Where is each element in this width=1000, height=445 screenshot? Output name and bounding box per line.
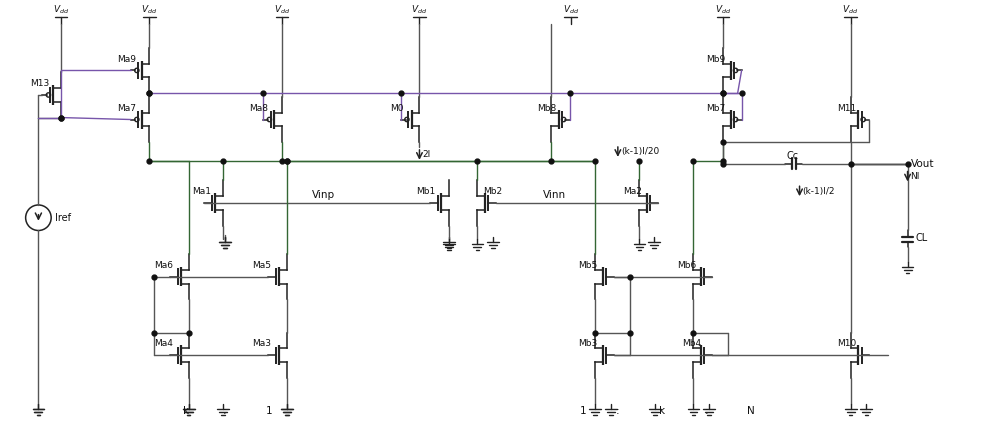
Text: $V_{dd}$: $V_{dd}$	[274, 4, 290, 16]
Text: Mb3: Mb3	[579, 340, 598, 348]
Text: 2I: 2I	[422, 150, 431, 159]
Text: $V_{dd}$: $V_{dd}$	[842, 4, 859, 16]
Text: N: N	[747, 406, 754, 416]
Text: Ma5: Ma5	[253, 261, 272, 270]
Text: M13: M13	[31, 79, 50, 88]
Text: Ma6: Ma6	[154, 261, 173, 270]
Text: M10: M10	[837, 340, 856, 348]
Text: CL: CL	[915, 233, 928, 243]
Text: Ma7: Ma7	[117, 104, 136, 113]
Text: NI: NI	[911, 172, 920, 181]
Text: Ma2: Ma2	[623, 187, 642, 196]
Text: Ma4: Ma4	[154, 340, 173, 348]
Text: M0: M0	[390, 104, 404, 113]
Text: 1: 1	[266, 406, 273, 416]
Text: :: :	[223, 406, 227, 416]
Text: Mb5: Mb5	[579, 261, 598, 270]
Text: k: k	[183, 406, 189, 416]
Text: Ma3: Ma3	[253, 340, 272, 348]
Text: (k-1)I/2: (k-1)I/2	[802, 187, 835, 196]
Text: :: :	[704, 406, 708, 416]
Text: Mb9: Mb9	[706, 55, 725, 64]
Text: Ma9: Ma9	[117, 55, 136, 64]
Text: Vinn: Vinn	[542, 190, 566, 200]
Text: M11: M11	[837, 104, 856, 113]
Text: Mb8: Mb8	[537, 104, 557, 113]
Text: Mb2: Mb2	[483, 187, 502, 196]
Text: Vinp: Vinp	[312, 190, 335, 200]
Text: Mb7: Mb7	[706, 104, 725, 113]
Text: Vout: Vout	[911, 159, 934, 169]
Text: Mb1: Mb1	[417, 187, 436, 196]
Text: (k-1)I/20: (k-1)I/20	[621, 147, 659, 157]
Text: Mb6: Mb6	[677, 261, 696, 270]
Text: Cc: Cc	[787, 151, 799, 161]
Text: Ma8: Ma8	[250, 104, 269, 113]
Text: $V_{dd}$: $V_{dd}$	[53, 4, 69, 16]
Text: :: :	[616, 406, 620, 416]
Text: $V_{dd}$: $V_{dd}$	[715, 4, 731, 16]
Text: k: k	[659, 406, 665, 416]
Text: $V_{dd}$: $V_{dd}$	[563, 4, 579, 16]
Text: Iref: Iref	[55, 213, 71, 223]
Text: Ma1: Ma1	[193, 187, 212, 196]
Text: Mb4: Mb4	[682, 340, 701, 348]
Text: $V_{dd}$: $V_{dd}$	[411, 4, 428, 16]
Text: $V_{dd}$: $V_{dd}$	[141, 4, 158, 16]
Text: 1: 1	[580, 406, 587, 416]
